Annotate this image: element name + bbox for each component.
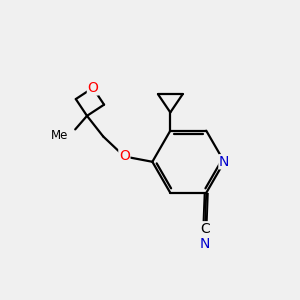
- Text: O: O: [87, 81, 98, 95]
- Text: N: N: [200, 236, 210, 250]
- Text: O: O: [119, 149, 130, 164]
- Text: C: C: [200, 222, 210, 236]
- Text: Me: Me: [50, 129, 68, 142]
- Text: N: N: [219, 155, 230, 169]
